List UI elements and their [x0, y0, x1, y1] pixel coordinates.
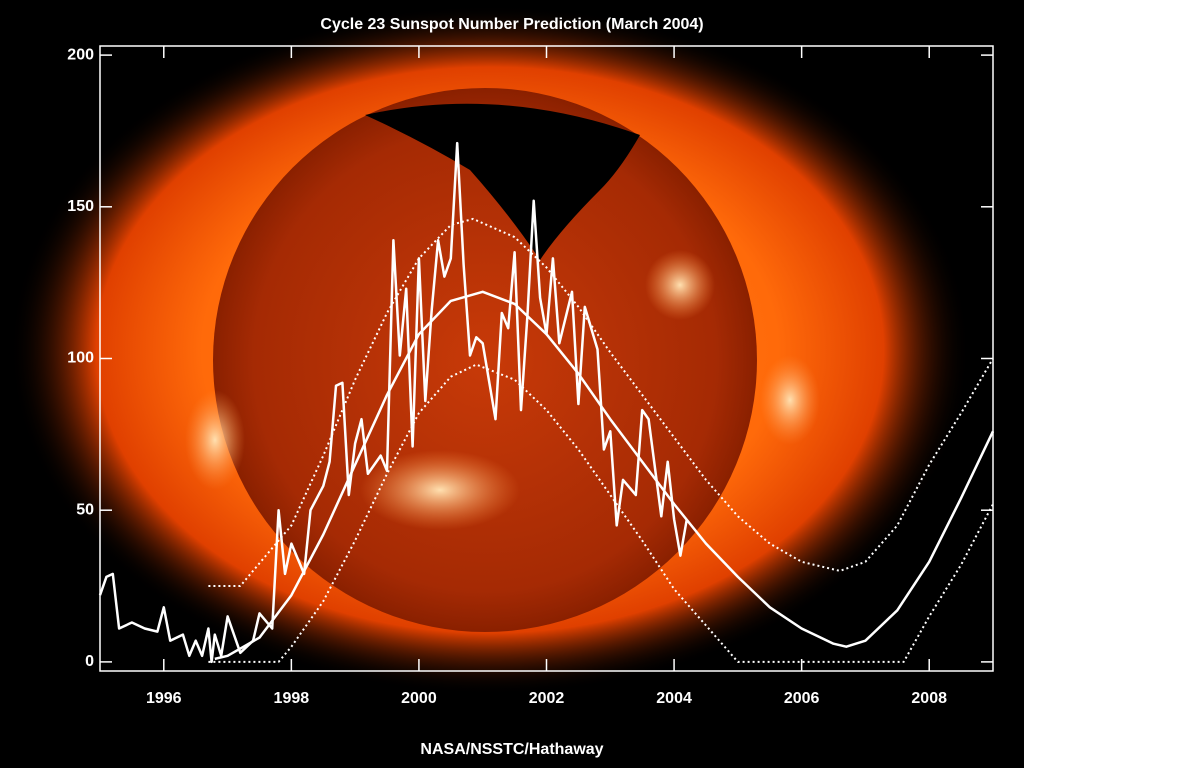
y-tick-label: 150: [67, 198, 94, 215]
series-line: [214, 290, 995, 661]
chart-title: Cycle 23 Sunspot Number Prediction (Marc…: [320, 16, 703, 33]
y-tick-label: 100: [67, 350, 94, 367]
coronal-hole: [365, 103, 640, 260]
active-region: [360, 450, 520, 530]
y-tick-label: 50: [76, 501, 94, 518]
x-tick-label: 2002: [529, 690, 565, 707]
caption: NASA/NSSTC/Hathaway: [420, 741, 603, 758]
x-tick-label: 1998: [274, 690, 310, 707]
x-tick-label: 2008: [911, 690, 947, 707]
active-region: [760, 355, 820, 445]
series-line: [208, 363, 994, 663]
y-tick-label: 0: [85, 653, 94, 670]
series-line: [98, 141, 689, 664]
series-line: [208, 217, 994, 587]
active-region: [645, 250, 715, 320]
x-tick-label: 2006: [784, 690, 820, 707]
x-tick-label: 1996: [146, 690, 182, 707]
y-tick-label: 200: [67, 46, 94, 63]
x-tick-label: 2004: [656, 690, 692, 707]
active-region: [185, 390, 245, 490]
x-tick-label: 2000: [401, 690, 437, 707]
